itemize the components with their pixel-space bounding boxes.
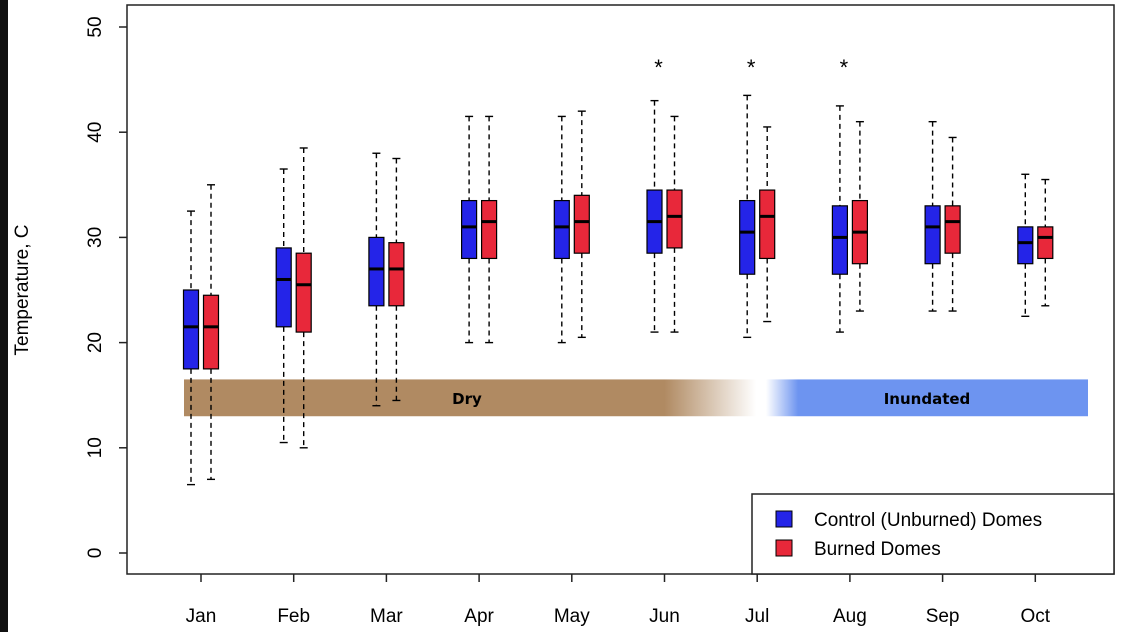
box-jul-burned (759, 126, 776, 323)
box-jan-burned (202, 184, 220, 481)
x-tick-label-feb: Feb (277, 606, 310, 627)
significance-star-jun: * (654, 55, 663, 80)
x-tick-label-jun: Jun (649, 606, 680, 627)
box-oct-control (1017, 173, 1034, 317)
x-tick-label-jan: Jan (186, 606, 217, 627)
y-axis-title: Temperature, C (12, 225, 33, 356)
y-tick-label-0: 0 (85, 548, 106, 559)
iqr-box (831, 205, 849, 275)
y-tick-label-20: 20 (85, 332, 106, 353)
box-jul-control (739, 94, 756, 339)
iqr-box (1017, 226, 1034, 265)
x-tick-label-oct: Oct (1021, 606, 1051, 627)
box-apr-control (461, 115, 478, 344)
iqr-box (182, 289, 200, 370)
y-tick-label-30: 30 (85, 227, 106, 248)
x-tick-label-aug: Aug (833, 606, 867, 627)
iqr-box (368, 236, 385, 307)
box-may-burned (573, 110, 590, 339)
box-oct-burned (1037, 178, 1054, 307)
box-jan-control (182, 210, 200, 486)
iqr-box (759, 189, 776, 260)
iqr-box (924, 205, 941, 265)
x-tick-label-mar: Mar (370, 606, 403, 627)
box-aug-control (831, 105, 849, 333)
box-feb-control (275, 168, 292, 444)
iqr-box (739, 199, 756, 275)
y-tick-label-40: 40 (85, 122, 106, 143)
inundated-season-label: Inundated (884, 390, 971, 408)
box-jun-control (646, 99, 663, 333)
box-may-control (553, 115, 570, 344)
inundated-season-band (766, 379, 1088, 417)
box-mar-burned (388, 157, 405, 402)
iqr-box (944, 205, 961, 254)
y-tick-label-10: 10 (85, 437, 106, 458)
significance-star-jul: * (747, 55, 756, 80)
box-jun-burned (666, 115, 683, 333)
iqr-box (666, 189, 683, 249)
iqr-box (481, 199, 498, 260)
box-sep-control (924, 120, 941, 312)
iqr-box (202, 294, 220, 370)
significance-star-aug: * (840, 55, 849, 80)
dry-season-band (184, 379, 756, 417)
box-apr-burned (481, 115, 498, 344)
legend-label-control: Control (Unburned) Domes (814, 510, 1042, 531)
legend-swatch-burned (775, 539, 793, 557)
box-sep-burned (944, 136, 961, 312)
iqr-box (1037, 226, 1054, 260)
y-tick-label-50: 50 (85, 16, 106, 37)
legend-swatch-control (775, 510, 793, 528)
iqr-box (553, 199, 570, 260)
iqr-box (295, 252, 312, 333)
box-mar-control (368, 152, 385, 407)
x-tick-label-sep: Sep (926, 606, 960, 627)
iqr-box (573, 194, 590, 254)
iqr-box (275, 247, 292, 328)
plot-frame (126, 4, 1115, 575)
box-feb-burned (295, 147, 312, 449)
dry-season-label: Dry (452, 390, 482, 408)
x-tick-label-jul: Jul (745, 606, 769, 627)
box-aug-burned (851, 120, 869, 312)
x-tick-label-may: May (554, 606, 590, 627)
x-tick-label-apr: Apr (464, 606, 494, 627)
iqr-box (461, 199, 478, 260)
legend-box (751, 493, 1115, 575)
legend-label-burned: Burned Domes (814, 539, 941, 560)
iqr-box (388, 242, 405, 307)
left-edge-strip (0, 0, 8, 632)
